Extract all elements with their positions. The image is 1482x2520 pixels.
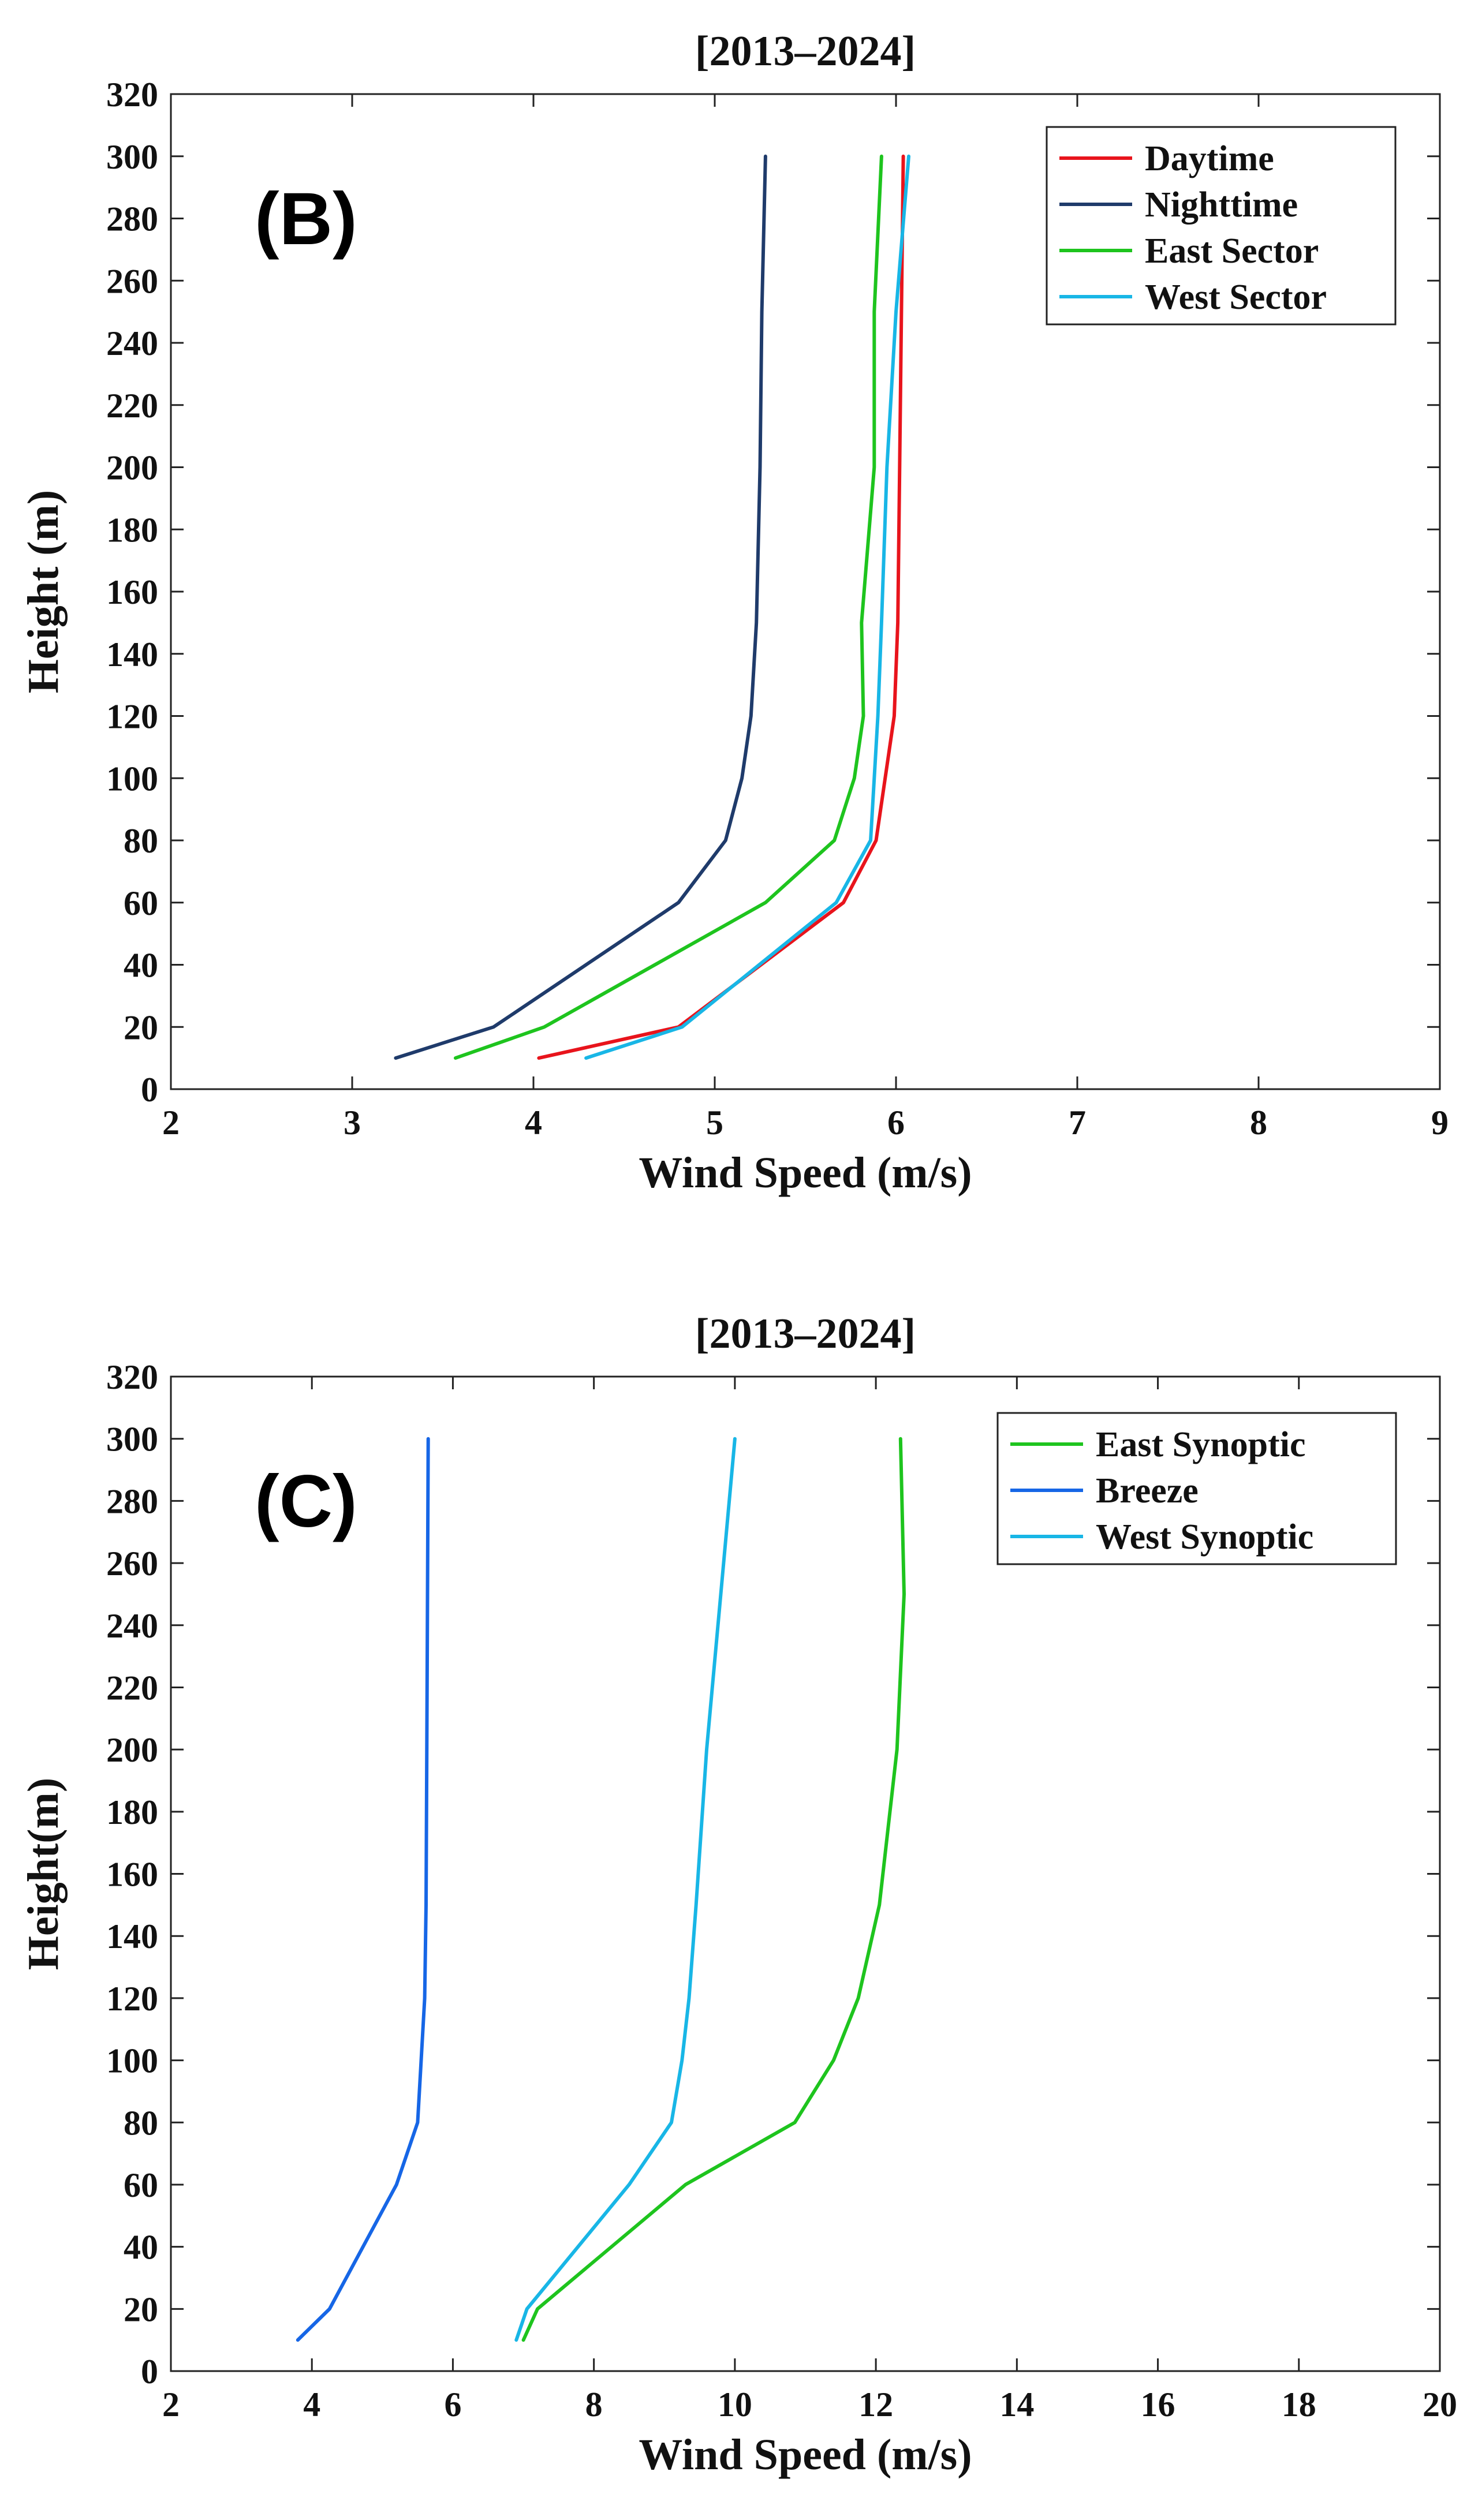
series-line-east-sector <box>454 154 883 1060</box>
y-tick-label: 100 <box>106 2042 158 2080</box>
x-tick-label: 8 <box>1250 1104 1267 1142</box>
panel-label: (B) <box>255 178 357 260</box>
y-tick-label: 200 <box>106 449 158 487</box>
x-tick-label: 3 <box>344 1104 361 1142</box>
y-tick-label: 0 <box>141 2353 158 2391</box>
y-tick-label: 180 <box>106 511 158 549</box>
y-tick-label: 260 <box>106 1545 158 1583</box>
y-tick-label: 80 <box>124 2104 158 2142</box>
x-tick-label: 12 <box>858 2386 893 2424</box>
x-tick-label: 18 <box>1282 2386 1316 2424</box>
y-tick-label: 300 <box>106 138 158 176</box>
y-tick-label: 180 <box>106 1793 158 1831</box>
y-axis-label: Height(m) <box>19 1778 68 1970</box>
legend-entry-west-sector: West Sector <box>1145 278 1327 317</box>
legend-entry-daytime: Daytime <box>1145 139 1274 178</box>
y-tick-label: 300 <box>106 1420 158 1459</box>
x-tick-label: 4 <box>525 1104 542 1142</box>
y-tick-label: 220 <box>106 1669 158 1707</box>
chart-title: [2013–2024] <box>695 28 916 75</box>
y-tick-label: 20 <box>124 2290 158 2328</box>
x-tick-label: 20 <box>1423 2386 1457 2424</box>
legend-entry-nighttime: Nighttime <box>1145 185 1298 225</box>
x-tick-label: 9 <box>1431 1104 1449 1142</box>
series-line-breeze <box>296 1437 430 2342</box>
legend-entry-west-synoptic: West Synoptic <box>1096 1517 1313 1557</box>
x-tick-label: 2 <box>162 1104 180 1142</box>
y-tick-label: 140 <box>106 1917 158 1956</box>
chart-panel-c: [2013–2024]2 4 6 8 10 12 14 16 18 200204060801001… <box>19 1310 1457 2479</box>
x-tick-label: 16 <box>1141 2386 1175 2424</box>
y-tick-label: 120 <box>106 698 158 736</box>
chart-panel-b: [2013–2024] 2 3 4 5 6 7 8 9 0 20 40 60 80 100 120 140 160… <box>19 28 1449 1197</box>
y-tick-label: 320 <box>106 1358 158 1396</box>
x-tick-label: 8 <box>585 2386 603 2424</box>
legend-entry-east-synoptic: East Synoptic <box>1096 1425 1305 1464</box>
y-tick-label: 160 <box>106 1856 158 1894</box>
y-tick-label: 60 <box>124 884 158 922</box>
legend-entry-east-sector: East Sector <box>1145 231 1319 271</box>
y-axis-label: Height (m) <box>19 490 68 693</box>
x-tick-label: 7 <box>1069 1104 1086 1142</box>
panel-label: (C) <box>255 1460 357 1543</box>
y-tick-label: 40 <box>124 2229 158 2267</box>
y-tick-label: 140 <box>106 635 158 674</box>
y-tick-label: 40 <box>124 947 158 985</box>
x-tick-label: 6 <box>887 1104 905 1142</box>
x-tick-label: 10 <box>718 2386 752 2424</box>
x-tick-label: 6 <box>444 2386 461 2424</box>
y-tick-label: 160 <box>106 573 158 611</box>
y-tick-label: 120 <box>106 1980 158 2018</box>
y-tick-label: 220 <box>106 387 158 425</box>
series-line-west-synoptic <box>514 1437 737 2342</box>
chart-title: [2013–2024] <box>695 1310 916 1358</box>
x-axis-label: Wind Speed (m/s) <box>639 1149 972 1197</box>
y-tick-label: 240 <box>106 1607 158 1645</box>
y-tick-label: 200 <box>106 1731 158 1769</box>
series-line-east-synoptic <box>521 1437 906 2342</box>
x-axis-label: Wind Speed (m/s) <box>639 2431 972 2479</box>
legend-box <box>996 1412 1397 1565</box>
y-tick-label: 240 <box>106 324 158 362</box>
x-tick-label: 14 <box>999 2386 1034 2424</box>
y-tick-label: 100 <box>106 760 158 798</box>
series-line-daytime <box>537 154 905 1060</box>
y-tick-label: 280 <box>106 1482 158 1520</box>
x-tick-label: 4 <box>303 2386 320 2424</box>
x-tick-label: 2 <box>162 2386 180 2424</box>
y-tick-label: 20 <box>124 1008 158 1046</box>
x-tick-label: 5 <box>706 1104 723 1142</box>
y-tick-label: 280 <box>106 200 158 238</box>
y-tick-label: 0 <box>141 1071 158 1109</box>
y-tick-label: 60 <box>124 2166 158 2204</box>
y-tick-label: 80 <box>124 822 158 860</box>
series-line-west-sector <box>584 154 910 1060</box>
series-line-nighttime <box>394 154 767 1060</box>
legend-entry-breeze: Breeze <box>1096 1471 1199 1510</box>
y-tick-label: 260 <box>106 262 158 300</box>
y-tick-label: 320 <box>106 76 158 114</box>
legend: East Synoptic Breeze West Synoptic <box>996 1412 1397 1565</box>
legend: Daytime Nighttime East Sector West Sector <box>1046 126 1397 326</box>
